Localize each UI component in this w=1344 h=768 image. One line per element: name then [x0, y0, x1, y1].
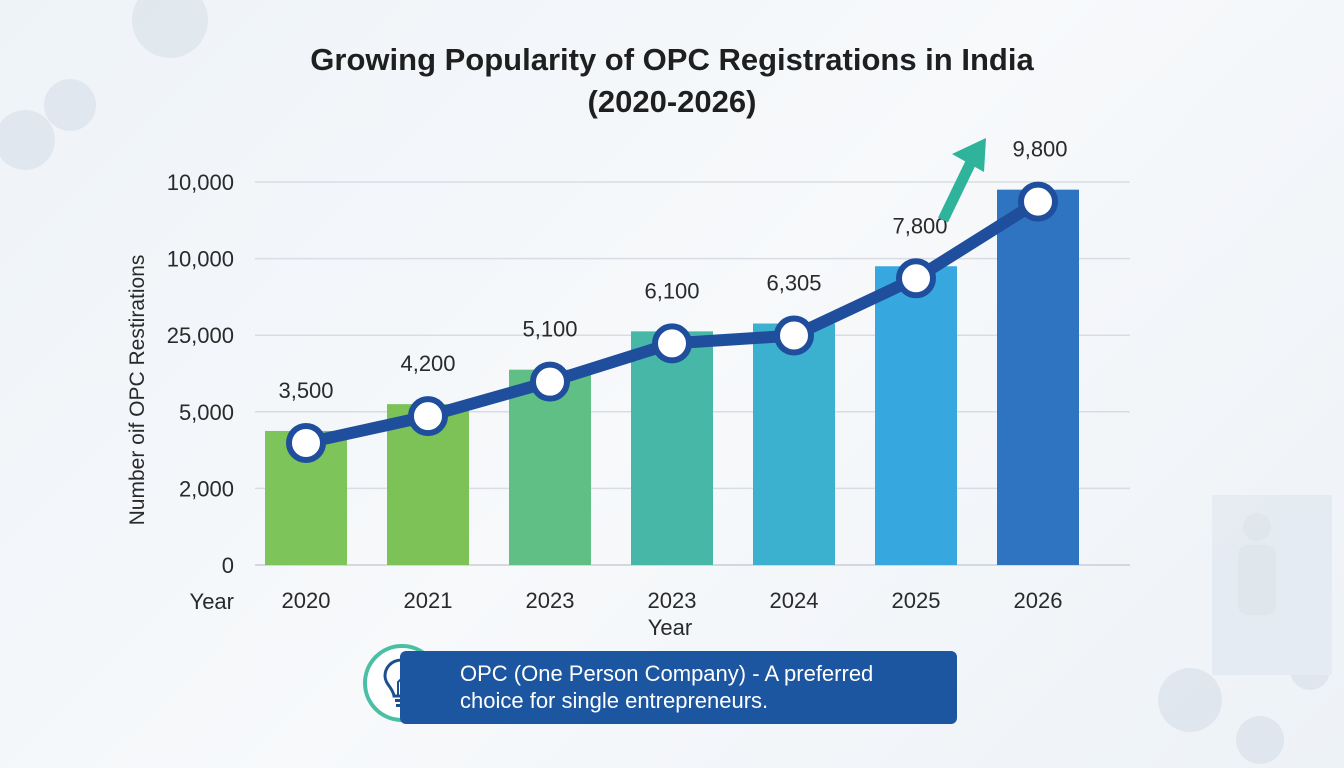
- y-tick-label: 5,000: [179, 400, 234, 425]
- y-tick-label: 25,000: [167, 323, 234, 348]
- x-axis-label: Year: [648, 615, 692, 640]
- bar: [509, 369, 591, 565]
- y-tick-label: 10,000: [167, 247, 234, 272]
- data-label: 5,100: [522, 317, 577, 342]
- data-label: 6,305: [766, 271, 821, 296]
- trend-point: [1018, 181, 1058, 222]
- x-tick-label: 2025: [892, 588, 941, 613]
- data-label: 4,200: [400, 351, 455, 376]
- x-tick-label: 2023: [648, 588, 697, 613]
- y-tick-label: 10,000: [167, 170, 234, 195]
- trend-point: [286, 422, 326, 463]
- data-label: 9,800: [1012, 137, 1067, 162]
- bar: [875, 266, 957, 565]
- growth-arrow-icon: [938, 138, 986, 223]
- x-axis-label-left: Year: [190, 589, 234, 614]
- trend-point: [652, 323, 692, 364]
- trend-point: [530, 361, 570, 402]
- trend-point: [408, 396, 448, 437]
- bar: [753, 323, 835, 565]
- callout-text-line2: choice for single entrepreneurs.: [460, 688, 769, 713]
- callout-text-line1: OPC (One Person Company) - A preferred: [460, 661, 874, 686]
- data-label: 3,500: [278, 378, 333, 403]
- chart-title: Growing Popularity of OPC Registrations …: [310, 42, 1034, 77]
- x-tick-label: 2020: [282, 588, 331, 613]
- x-tick-label: 2024: [770, 588, 819, 613]
- bar: [997, 189, 1079, 565]
- chart-subtitle: (2020-2026): [587, 84, 757, 119]
- x-tick-label: 2026: [1014, 588, 1063, 613]
- y-tick-label: 0: [222, 553, 234, 578]
- x-tick-label: 2023: [526, 588, 575, 613]
- trend-point: [896, 258, 936, 299]
- x-tick-label: 2021: [404, 588, 453, 613]
- bar: [631, 331, 713, 565]
- y-tick-label: 2,000: [179, 476, 234, 501]
- callout-banner: OPC (One Person Company) - A preferred c…: [400, 651, 957, 724]
- data-label: 6,100: [644, 278, 699, 303]
- y-axis-label: Number oif OPC Restirations: [126, 255, 149, 526]
- trend-point: [774, 315, 814, 356]
